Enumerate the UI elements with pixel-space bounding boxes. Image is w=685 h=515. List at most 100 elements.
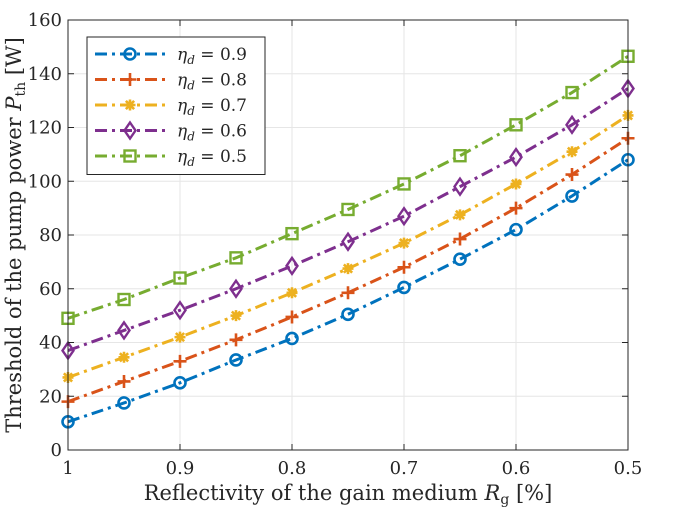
data-point	[509, 146, 523, 168]
x-tick-label: 0.5	[614, 458, 643, 479]
data-point	[565, 189, 579, 203]
y-tick-label: 0	[51, 440, 62, 461]
data-point	[454, 209, 466, 221]
legend-marker	[123, 120, 137, 141]
data-point	[397, 280, 411, 295]
data-point	[117, 374, 131, 388]
data-point	[341, 286, 355, 300]
legend-marker	[123, 47, 137, 61]
legend-symbol: η	[177, 122, 188, 142]
legend-value: 0.5	[220, 147, 247, 167]
x-axis-label-subscript: g	[500, 492, 509, 508]
data-point	[341, 307, 355, 322]
y-tick-label: 160	[28, 10, 62, 31]
data-point	[286, 287, 298, 299]
legend-relation: =	[195, 71, 220, 91]
legend-symbol: η	[177, 71, 188, 91]
data-point	[509, 118, 523, 132]
legend-marker	[124, 99, 136, 111]
legend-subscript: d	[187, 104, 195, 118]
data-point	[117, 396, 131, 410]
y-tick-label: 140	[28, 64, 62, 85]
axis-ticks: 1 0.9 0.8 0.7 0.6 0.5 0 20 40 60 80 100 120 140 160	[28, 10, 643, 479]
data-point	[229, 278, 243, 299]
series-layer	[61, 49, 635, 429]
x-tick-label: 1	[62, 458, 73, 479]
x-tick-label: 0.7	[390, 458, 419, 479]
data-point	[285, 331, 299, 346]
legend-symbol: η	[177, 147, 188, 167]
x-axis-label-text: Reflectivity of the gain medium	[144, 481, 485, 505]
y-axis-label-subscript: th	[13, 82, 29, 97]
y-tick-label: 120	[28, 118, 62, 139]
x-axis-label-symbol: R	[484, 481, 501, 505]
legend-relation: =	[195, 96, 220, 116]
data-point	[285, 255, 299, 277]
legend-item: ηd = 0.8	[95, 71, 247, 93]
data-point	[285, 226, 299, 241]
x-tick-label: 0.9	[166, 458, 195, 479]
legend-value: 0.9	[220, 45, 247, 65]
legend-symbol: η	[177, 96, 188, 116]
y-axis-label-unit: [W]	[2, 37, 26, 82]
data-point	[453, 149, 467, 163]
data-point	[173, 354, 187, 368]
legend-item: ηd = 0.7	[95, 96, 247, 118]
data-point	[173, 271, 187, 285]
data-point	[453, 176, 467, 197]
y-axis-label-symbol: P	[2, 96, 26, 112]
data-point	[510, 178, 522, 190]
data-point	[565, 114, 579, 135]
legend-value: 0.7	[220, 96, 247, 116]
y-axis-label-text: Threshold of the pump power	[2, 111, 26, 433]
legend-label: ηd = 0.6	[177, 122, 247, 144]
legend-label: ηd = 0.8	[177, 71, 247, 93]
series-0-8	[61, 131, 635, 409]
y-tick-label: 100	[28, 171, 62, 192]
data-point	[565, 168, 579, 182]
legend-marker	[123, 73, 137, 86]
legend-label: ηd = 0.7	[177, 96, 247, 118]
data-point	[229, 251, 243, 265]
data-point	[453, 232, 467, 246]
data-point	[174, 331, 186, 343]
data-point	[229, 353, 243, 367]
data-point	[341, 231, 355, 252]
data-point	[229, 333, 243, 347]
y-tick-label: 20	[39, 386, 62, 407]
y-tick-label: 40	[39, 333, 62, 354]
legend-relation: =	[195, 147, 220, 167]
legend-box	[86, 36, 266, 175]
data-point	[398, 237, 410, 249]
data-point	[117, 292, 131, 307]
y-tick-label: 80	[39, 225, 62, 246]
legend-subscript: d	[187, 130, 195, 144]
series-line	[67, 55, 629, 320]
legend-value: 0.6	[220, 122, 247, 142]
data-point	[173, 300, 187, 321]
legend-subscript: d	[187, 79, 195, 93]
legend-marker	[123, 149, 137, 163]
legend-value: 0.8	[220, 71, 247, 91]
legend-symbol: η	[177, 45, 188, 65]
x-tick-label: 0.8	[278, 458, 307, 479]
series-line	[67, 158, 629, 424]
data-point	[173, 376, 187, 390]
data-point	[117, 320, 131, 341]
legend-label: ηd = 0.9	[177, 45, 247, 67]
data-point	[118, 351, 130, 363]
data-point	[566, 146, 578, 158]
series-line	[67, 87, 629, 352]
legend-item: ηd = 0.6	[95, 120, 247, 144]
data-point	[397, 260, 411, 274]
y-tick-label: 60	[39, 279, 62, 300]
y-axis-label: Threshold of the pump power Pth [W]	[2, 37, 29, 433]
data-point	[509, 222, 523, 237]
data-point	[342, 263, 354, 275]
legend-label: ηd = 0.5	[177, 147, 247, 169]
legend: ηd = 0.9ηd = 0.8ηd = 0.7ηd = 0.6ηd = 0.5	[86, 36, 266, 175]
legend-subscript: d	[187, 155, 195, 169]
data-point	[230, 310, 242, 322]
